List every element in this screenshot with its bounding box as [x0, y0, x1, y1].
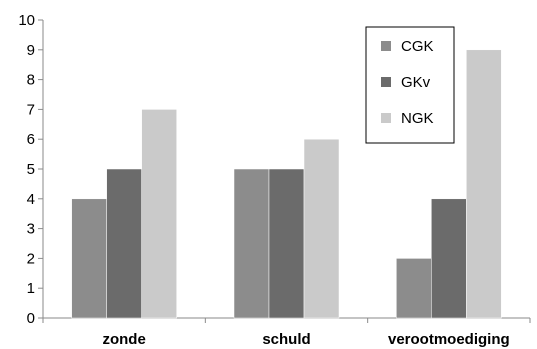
y-tick-label: 1 — [27, 280, 35, 297]
bar-cgk-schuld — [233, 168, 270, 319]
y-axis-ticks: 0 1 2 3 4 5 6 7 8 9 10 — [18, 12, 43, 327]
legend: CGK GKv NGK — [365, 26, 455, 144]
bar-cgk-zonde — [71, 198, 107, 319]
bar-gkv-schuld — [268, 168, 305, 319]
y-tick-label: 10 — [18, 12, 35, 29]
legend-label: GKv — [401, 74, 431, 91]
y-tick-label: 7 — [27, 101, 35, 118]
category-label: verootmoediging — [388, 331, 510, 348]
legend-swatch — [381, 41, 391, 51]
legend-items: CGK GKv NGK — [381, 38, 434, 127]
y-tick-label: 2 — [27, 250, 35, 267]
category-label: zonde — [102, 331, 145, 348]
legend-box — [365, 26, 455, 144]
legend-swatch — [381, 113, 391, 123]
bar-cgk-verootmoediging — [396, 258, 432, 319]
legend-swatch — [381, 77, 391, 87]
y-tick-label: 0 — [27, 310, 35, 327]
bar-gkv-verootmoediging — [431, 198, 467, 319]
y-tick-label: 8 — [27, 72, 35, 89]
bar-ngk-verootmoediging — [466, 49, 502, 319]
bar-gkv-zonde — [106, 168, 142, 319]
legend-label: CGK — [401, 38, 434, 55]
y-tick-label: 4 — [27, 191, 35, 208]
x-axis-ticks — [42, 318, 531, 323]
bars — [71, 49, 502, 319]
bar-ngk-zonde — [141, 109, 177, 319]
plot-area: 0 1 2 3 4 5 6 7 8 9 10 zonde schuld verootmoediging — [18, 12, 531, 348]
y-tick-label: 9 — [27, 42, 35, 59]
y-tick-label: 6 — [27, 131, 35, 148]
bar-ngk-schuld — [303, 138, 340, 319]
category-labels: zonde schuld verootmoediging — [102, 331, 509, 348]
y-tick-label: 5 — [27, 161, 35, 178]
category-label: schuld — [262, 331, 310, 348]
y-tick-label: 3 — [27, 221, 35, 238]
legend-label: NGK — [401, 110, 434, 127]
